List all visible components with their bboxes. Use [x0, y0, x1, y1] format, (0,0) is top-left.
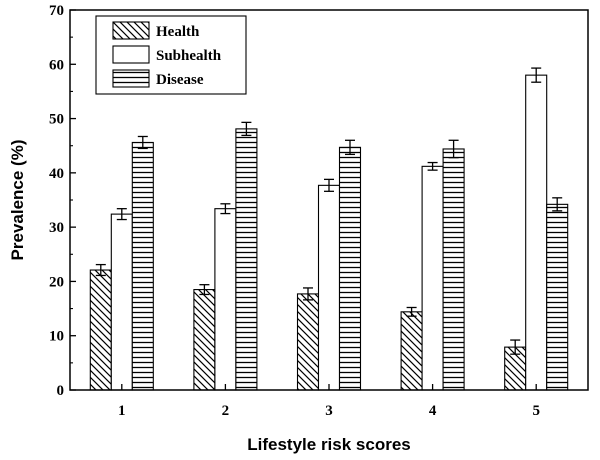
y-axis: 0 10 20 30 40 50 60 70: [49, 3, 76, 399]
legend-label-subhealth: Subhealth: [156, 48, 222, 64]
y-tick-label: 40: [49, 166, 64, 182]
legend-swatch-subhealth: [112, 45, 150, 64]
bar-health: [89, 269, 112, 391]
legend-swatch-disease: [112, 69, 150, 88]
x-tick-label: 4: [429, 403, 437, 419]
bar-subhealth: [214, 208, 237, 391]
bar-subhealth: [421, 165, 444, 391]
x-tick-label: 2: [222, 403, 230, 419]
x-axis: 1 2 3 4 5: [118, 384, 540, 419]
bar-disease: [235, 128, 258, 391]
bar-disease: [546, 203, 569, 391]
error-bars-group: [95, 67, 563, 355]
y-tick-label: 10: [49, 329, 64, 345]
x-axis-title: Lifestyle risk scores: [247, 435, 410, 454]
y-tick-label: 50: [49, 112, 64, 128]
bars-group: [89, 74, 569, 391]
bar-disease: [442, 148, 465, 391]
bar-disease: [338, 146, 362, 391]
bar-subhealth: [317, 184, 341, 391]
legend-swatch-health: [112, 21, 150, 40]
x-tick-label: 5: [532, 403, 540, 419]
bar-health: [296, 293, 320, 391]
legend: Health Subhealth Disease: [95, 15, 247, 95]
bar-subhealth: [525, 74, 548, 391]
y-tick-label: 70: [49, 3, 64, 19]
y-tick-label: 20: [49, 274, 64, 290]
y-tick-label: 30: [49, 220, 64, 236]
y-axis-title: Prevalence (%): [8, 140, 27, 261]
y-tick-label: 0: [57, 383, 65, 399]
x-tick-label: 3: [325, 403, 333, 419]
y-tick-label: 60: [49, 57, 64, 73]
bar-subhealth: [110, 213, 133, 391]
bar-disease: [131, 141, 154, 391]
bar-health: [400, 311, 423, 391]
bar-health: [193, 289, 216, 391]
legend-label-disease: Disease: [156, 72, 204, 88]
legend-label-health: Health: [156, 24, 200, 40]
x-tick-label: 1: [118, 403, 126, 419]
